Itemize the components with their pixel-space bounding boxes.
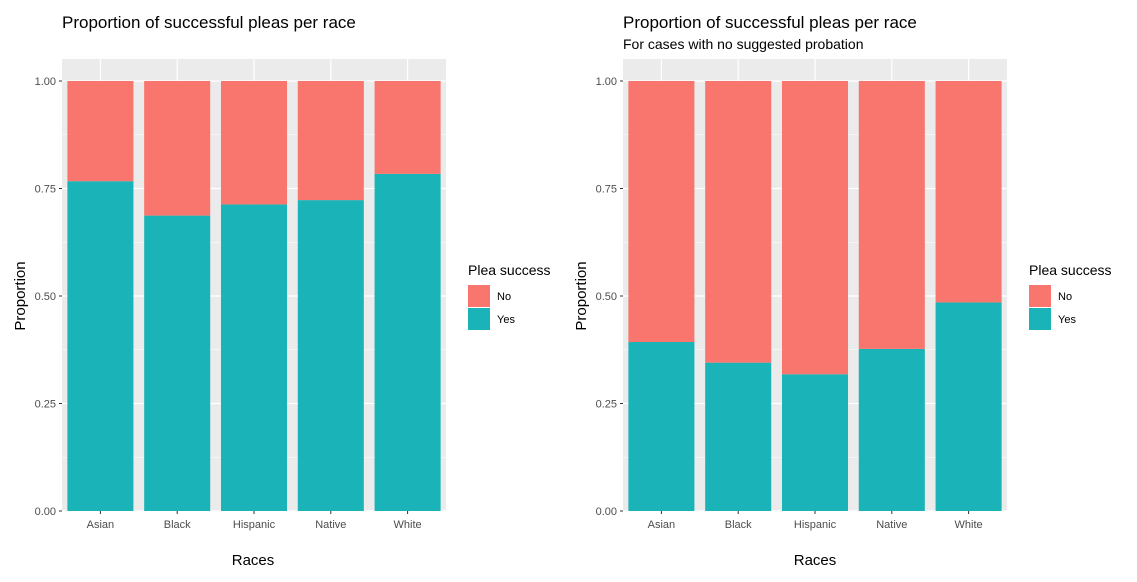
- y-tick-label: 0.00: [35, 506, 56, 518]
- y-tick-label: 0.75: [35, 184, 56, 196]
- bar-yes-native: [858, 348, 925, 511]
- legend: Plea success No Yes: [468, 262, 550, 330]
- y-axis: 0.00 0.25 0.50 0.75 1.00: [35, 76, 62, 518]
- x-axis-title: Races: [232, 552, 275, 569]
- legend: Plea success No Yes: [1029, 262, 1111, 330]
- y-axis-title: Proportion: [12, 261, 29, 330]
- bar-yes-white: [935, 302, 1002, 511]
- chart-title: Proportion of successful pleas per race: [62, 13, 356, 32]
- bar-yes-hispanic: [781, 374, 849, 511]
- legend-label-no: No: [497, 291, 511, 303]
- bar-yes-asian: [67, 181, 134, 511]
- y-axis-title: Proportion: [573, 261, 590, 330]
- bar-no-native: [297, 81, 364, 201]
- bar-no-asian: [628, 81, 695, 343]
- legend-label-yes: Yes: [497, 314, 515, 326]
- chart-subtitle: For cases with no suggested probation: [623, 36, 863, 52]
- bar-no-white: [935, 81, 1002, 303]
- x-tick-label: Hispanic: [794, 519, 837, 531]
- chart-right: Proportion of successful pleas per race …: [573, 13, 1111, 569]
- legend-key-no: [468, 285, 490, 307]
- x-axis: Asian Black Hispanic Native White: [648, 511, 983, 531]
- y-tick-label: 0.50: [35, 291, 56, 303]
- x-tick-label: Native: [876, 519, 907, 531]
- x-tick-label: White: [955, 519, 983, 531]
- legend-title: Plea success: [1029, 262, 1111, 278]
- bar-no-hispanic: [220, 81, 288, 205]
- chart-title: Proportion of successful pleas per race: [623, 13, 917, 32]
- legend-label-no: No: [1058, 291, 1072, 303]
- x-tick-label: White: [394, 519, 422, 531]
- bar-yes-black: [705, 362, 772, 511]
- bar-no-black: [144, 81, 211, 216]
- bar-yes-asian: [628, 342, 695, 511]
- bar-yes-white: [374, 173, 441, 511]
- y-tick-label: 0.75: [596, 184, 617, 196]
- bar-no-hispanic: [781, 81, 849, 375]
- bars: [628, 81, 1002, 511]
- bar-yes-hispanic: [220, 204, 288, 511]
- chart-left: Proportion of successful pleas per race …: [12, 13, 550, 569]
- legend-key-yes: [1029, 308, 1051, 330]
- x-axis: Asian Black Hispanic Native White: [87, 511, 422, 531]
- bar-yes-black: [144, 215, 211, 511]
- x-tick-label: Asian: [87, 519, 115, 531]
- y-tick-label: 1.00: [596, 76, 617, 88]
- bars: [67, 81, 441, 512]
- x-tick-label: Asian: [648, 519, 676, 531]
- x-tick-label: Black: [725, 519, 752, 531]
- bar-no-native: [858, 81, 925, 349]
- y-tick-label: 0.25: [35, 399, 56, 411]
- bar-no-asian: [67, 81, 134, 182]
- legend-key-yes: [468, 308, 490, 330]
- legend-title: Plea success: [468, 262, 550, 278]
- legend-label-yes: Yes: [1058, 314, 1076, 326]
- y-tick-label: 0.00: [596, 506, 617, 518]
- x-axis-title: Races: [794, 552, 837, 569]
- x-tick-label: Hispanic: [233, 519, 276, 531]
- bar-no-white: [374, 81, 441, 174]
- bar-no-black: [705, 81, 772, 363]
- x-tick-label: Native: [315, 519, 346, 531]
- y-tick-label: 1.00: [35, 76, 56, 88]
- x-tick-label: Black: [164, 519, 191, 531]
- bar-yes-native: [297, 200, 364, 512]
- y-tick-label: 0.25: [596, 399, 617, 411]
- y-axis: 0.00 0.25 0.50 0.75 1.00: [596, 76, 623, 518]
- legend-key-no: [1029, 285, 1051, 307]
- y-tick-label: 0.50: [596, 291, 617, 303]
